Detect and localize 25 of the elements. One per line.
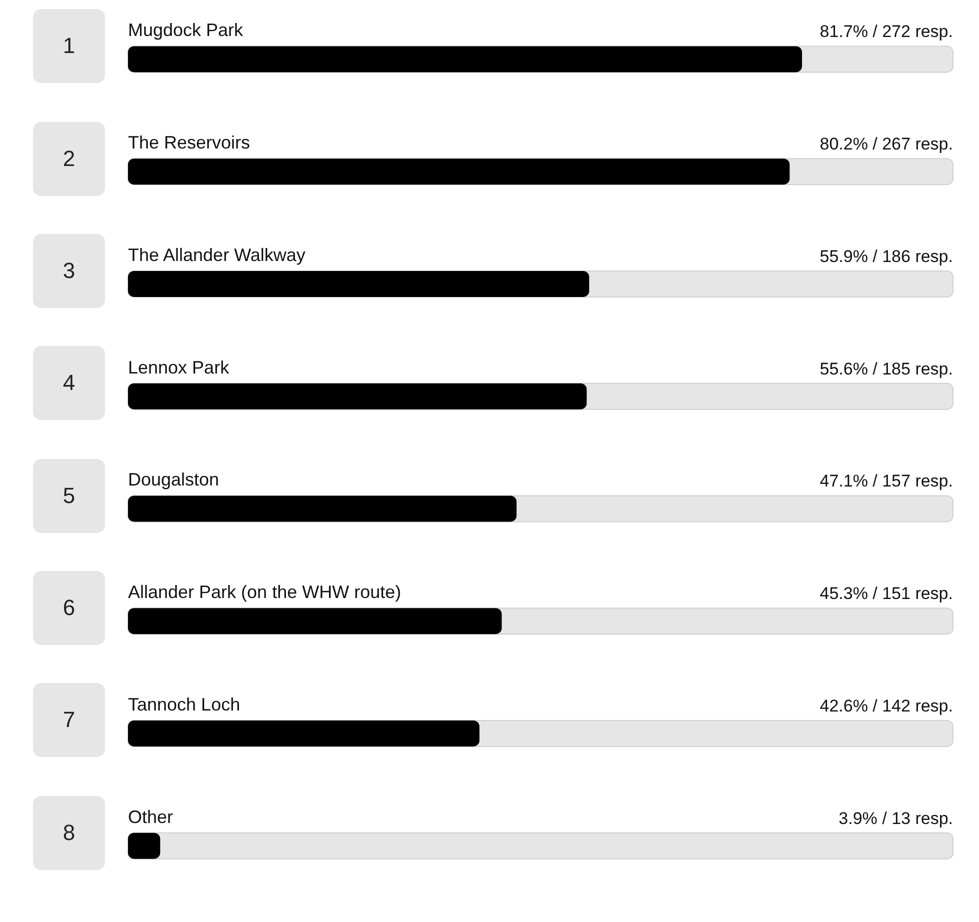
- y-tick-label: Dougalston: [128, 470, 220, 490]
- text: 1: [33, 9, 105, 84]
- text: 6: [33, 571, 105, 646]
- data-label: 80.2% / 267 resp.: [820, 134, 953, 154]
- data-label: 47.1% / 157 resp.: [820, 472, 953, 491]
- data-label: 42.6% / 142 resp.: [820, 696, 953, 716]
- text: 8: [33, 796, 105, 870]
- text: 3: [33, 234, 105, 308]
- y-tick-label: The Reservoirs: [128, 132, 250, 153]
- y-tick-label: Other: [128, 806, 174, 827]
- data-label: 81.7% / 272 resp.: [820, 22, 953, 42]
- data-label: 55.6% / 185 resp.: [820, 359, 953, 378]
- data-label: 45.3% / 151 resp.: [820, 584, 953, 604]
- text: 5: [33, 458, 105, 533]
- y-tick-label: Tannoch Loch: [128, 694, 240, 714]
- text: 4: [33, 346, 105, 420]
- text: 2: [33, 122, 105, 196]
- data-label: 3.9% / 13 resp.: [838, 808, 953, 828]
- y-tick-label: The Allander Walkway: [128, 244, 306, 265]
- bar: [128, 832, 160, 859]
- data-label: 55.9% / 186 resp.: [820, 246, 953, 266]
- y-tick-label: Mugdock Park: [128, 20, 244, 40]
- y-tick-label: Allander Park (on the WHW route): [128, 582, 402, 602]
- text: 7: [33, 683, 105, 758]
- y-tick-label: Lennox Park: [128, 357, 230, 378]
